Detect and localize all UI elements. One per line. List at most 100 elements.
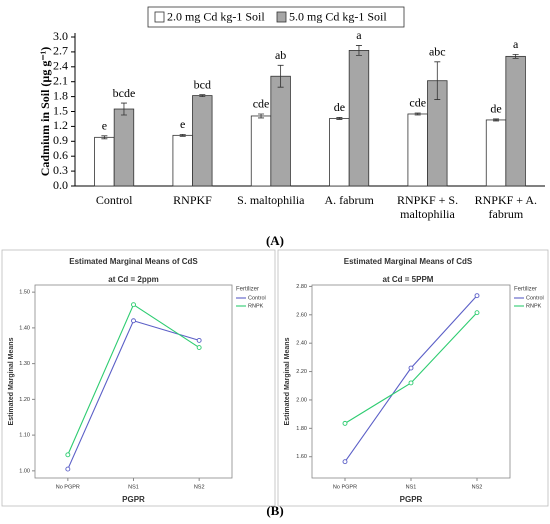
- legend-label: Control: [526, 295, 544, 301]
- error-bar: [512, 53, 519, 59]
- legend-label: RNPK: [526, 303, 542, 309]
- bar: [407, 113, 428, 187]
- bar: [192, 95, 213, 187]
- error-bar: [101, 135, 108, 140]
- point: [131, 318, 136, 324]
- significance-letter: a: [356, 28, 362, 42]
- legend-swatch: [276, 11, 287, 23]
- y-tick-label: 0.6: [53, 148, 68, 162]
- y-tick-label: 1.40: [19, 325, 30, 331]
- significance-letter: bcd: [194, 77, 211, 91]
- y-tick-label: 1.10: [19, 433, 30, 439]
- x-tick-label: S. maltophilia: [237, 193, 305, 207]
- point: [474, 310, 480, 316]
- point: [196, 337, 202, 343]
- x-tick-label: RNPKF + S. maltophilia: [396, 193, 459, 221]
- y-tick-label: 1.80: [296, 426, 307, 432]
- error-bar: [199, 94, 206, 97]
- legend-label: RNPK: [248, 303, 264, 309]
- y-tick-label: 1.5: [53, 103, 68, 117]
- y-tick-label: 2.60: [296, 312, 307, 318]
- bar: [113, 108, 135, 187]
- legend-title: Fertilizer: [236, 287, 259, 293]
- point: [131, 302, 136, 308]
- x-tick-label: RNPKF + A. fabrum: [474, 193, 538, 221]
- x-tick-label: NS1: [406, 484, 417, 490]
- y-axis-title: Estimated Marginal Means: [284, 337, 291, 425]
- error-bar: [258, 113, 265, 119]
- panel-label: (B): [266, 503, 283, 518]
- x-axis-title: PGPR: [122, 495, 145, 504]
- point: [65, 466, 71, 472]
- significance-letter: a: [513, 37, 519, 51]
- significance-letter: de: [490, 102, 501, 116]
- x-tick-label: No PGPR: [56, 484, 80, 490]
- y-tick-label: 1.2: [53, 118, 68, 132]
- bar: [250, 115, 272, 187]
- chart-title: Estimated Marginal Means of CdS: [344, 257, 473, 266]
- significance-letter: e: [180, 117, 185, 131]
- significance-letter: cde: [253, 97, 270, 111]
- significance-letter: e: [102, 119, 107, 133]
- y-axis-title: Cadmium in Soil (µg g⁻¹): [38, 47, 52, 177]
- legend-label: 2.0 mg Cd kg-1 Soil: [167, 9, 265, 23]
- y-tick-label: 2.80: [296, 284, 307, 290]
- legend-title: Fertilizer: [514, 287, 537, 293]
- x-tick-label: No PGPR: [333, 484, 357, 490]
- error-bar: [414, 112, 421, 116]
- significance-letter: ab: [275, 48, 286, 62]
- legend-label: 5.0 mg Cd kg-1 Soil: [289, 9, 387, 23]
- y-tick-label: 3.0: [53, 29, 68, 43]
- y-tick-label: 1.8: [53, 88, 68, 102]
- point: [65, 452, 71, 458]
- bar: [348, 50, 370, 187]
- y-axis-title: Estimated Marginal Means: [8, 337, 15, 425]
- x-axis-title: PGPR: [400, 495, 423, 504]
- y-tick-label: 1.60: [296, 454, 307, 460]
- legend-swatch: [154, 11, 165, 23]
- error-bar: [355, 45, 362, 56]
- x-tick-label: NS2: [472, 484, 483, 490]
- y-tick-label: 0.0: [53, 178, 68, 192]
- point: [342, 459, 348, 465]
- error-bar: [120, 102, 127, 116]
- error-bar: [493, 118, 500, 122]
- y-tick-label: 1.50: [19, 290, 30, 296]
- y-tick-label: 2.1: [53, 73, 68, 87]
- plot-area: [34, 284, 233, 479]
- bar: [485, 119, 507, 187]
- y-tick-label: 1.00: [19, 468, 30, 474]
- y-tick-label: 2.20: [296, 369, 307, 375]
- x-tick-label: NS1: [128, 484, 139, 490]
- x-tick-label: RNPKF: [173, 193, 212, 207]
- y-tick-label: 0.9: [53, 133, 68, 147]
- significance-letter: abc: [429, 45, 446, 59]
- significance-letter: cde: [409, 96, 426, 110]
- bar: [172, 134, 193, 187]
- bar: [270, 75, 291, 187]
- error-bar: [434, 61, 441, 100]
- x-tick-label: Control: [95, 193, 133, 207]
- y-tick-label: 2.4: [53, 59, 68, 73]
- chart-subtitle: at Cd = 2ppm: [108, 275, 158, 284]
- x-tick-label: NS2: [194, 484, 205, 490]
- legend-box: [147, 6, 405, 28]
- legend-label: Control: [248, 295, 266, 301]
- y-tick-label: 1.30: [19, 361, 30, 367]
- point: [342, 420, 348, 426]
- y-tick-label: 0.3: [53, 163, 68, 177]
- y-tick-label: 1.20: [19, 397, 30, 403]
- error-bar: [179, 133, 186, 137]
- significance-letter: bcde: [113, 86, 136, 100]
- y-tick-label: 2.40: [296, 341, 307, 347]
- chart-title: Estimated Marginal Means of CdS: [69, 257, 198, 266]
- point: [474, 293, 480, 299]
- y-tick-label: 2.7: [53, 44, 68, 58]
- chart-subtitle: at Cd = 5PPM: [383, 275, 434, 284]
- bar: [329, 118, 350, 187]
- point: [408, 365, 414, 371]
- panel-label: (A): [266, 233, 284, 248]
- y-tick-label: 2.00: [296, 397, 307, 403]
